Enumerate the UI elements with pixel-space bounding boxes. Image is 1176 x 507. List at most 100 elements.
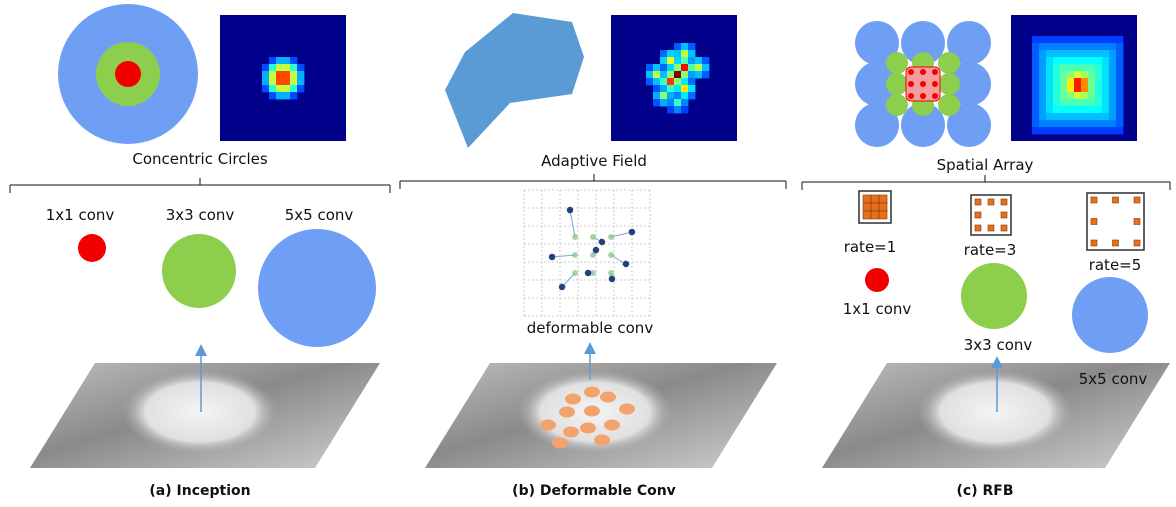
heatmap-cell	[1095, 57, 1103, 65]
sampling-point	[540, 419, 556, 431]
heatmap-cell	[297, 85, 305, 93]
heatmap-cell	[1039, 64, 1047, 72]
blue-circle	[901, 103, 945, 147]
heatmap-a	[220, 15, 346, 141]
heatmap-cell	[1046, 127, 1054, 135]
heatmap-cell	[1102, 127, 1110, 135]
heatmap-cell	[1053, 127, 1061, 135]
heatmap-cell	[1116, 36, 1124, 44]
spatial-array	[855, 21, 991, 147]
kernel-cell	[974, 198, 982, 206]
heatmap-cell	[681, 64, 689, 72]
offset-point	[548, 253, 556, 261]
heatmap-cell	[1074, 71, 1082, 79]
heatmap-cell	[1039, 43, 1047, 51]
heatmap-cell	[1032, 64, 1040, 72]
heatmap-cell	[674, 106, 682, 114]
kernel-cell	[1000, 211, 1008, 219]
offset-point	[566, 206, 574, 214]
heatmap-cell	[688, 64, 696, 72]
green-circle	[886, 52, 908, 74]
heatmap-cell	[1039, 113, 1047, 121]
kernel-cell	[870, 202, 880, 212]
heatmap-cell	[269, 71, 277, 79]
heatmap-cell	[276, 71, 284, 79]
heatmap-cell	[1081, 92, 1089, 100]
heatmap-cell	[1109, 99, 1117, 107]
heatmap-cell	[1109, 36, 1117, 44]
heatmap-cell	[1074, 78, 1082, 86]
offset-point	[628, 228, 636, 236]
conv-label-3x3-a: 3x3 conv	[166, 206, 235, 224]
heatmap-cell	[1039, 92, 1047, 100]
offset-point	[558, 283, 566, 291]
panel-c: Spatial Array rate=1 rate=3 rate=5 1x1 c…	[801, 15, 1171, 499]
heatmap-cell	[283, 85, 291, 93]
heatmap-cell	[1074, 43, 1082, 51]
heatmap-cell	[1032, 57, 1040, 65]
heatmap-cell	[276, 57, 284, 65]
heatmap-cell	[1074, 85, 1082, 93]
heatmap-cell	[1039, 106, 1047, 114]
heatmap-cell	[276, 92, 284, 100]
heatmap-cell	[1032, 127, 1040, 135]
heatmap-cell	[1039, 57, 1047, 65]
heatmap-cell	[1067, 99, 1075, 107]
heatmap-cell	[262, 85, 270, 93]
heatmap-cell	[1102, 99, 1110, 107]
heatmap-cell	[1088, 36, 1096, 44]
sampling-point	[580, 422, 596, 434]
heatmap-cell	[269, 78, 277, 86]
heatmap-cell	[1116, 85, 1124, 93]
kernel-5x5-circle	[258, 229, 376, 347]
heatmap-cell	[1095, 92, 1103, 100]
heatmap-cell	[646, 71, 654, 79]
heatmap-cell	[1116, 127, 1124, 135]
heatmap-cell	[653, 71, 661, 79]
heatmap-cell	[1102, 85, 1110, 93]
heatmap-cell	[1116, 120, 1124, 128]
heatmap-cell	[1046, 43, 1054, 51]
heatmap-cell	[1060, 64, 1068, 72]
heatmap-cell	[1109, 57, 1117, 65]
heatmap-cell	[1053, 71, 1061, 79]
heatmap-cell	[1074, 92, 1082, 100]
caption-b: (b) Deformable Conv	[512, 483, 676, 499]
heatmap-cell	[1053, 85, 1061, 93]
heatmap-cell	[681, 85, 689, 93]
heatmap-cell	[1067, 113, 1075, 121]
deformable-conv-label: deformable conv	[527, 319, 654, 337]
heatmap-cell	[1102, 43, 1110, 51]
heatmap-cell	[1088, 92, 1096, 100]
heatmap-cell	[1074, 106, 1082, 114]
heatmap-cell	[1039, 85, 1047, 93]
heatmap-cell	[1116, 43, 1124, 51]
offset-arrow	[567, 207, 576, 238]
heatmap-cell	[653, 85, 661, 93]
blue-circle	[855, 62, 899, 106]
heatmap-cell	[1060, 57, 1068, 65]
sampling-point	[600, 391, 616, 403]
heatmap-cell	[688, 43, 696, 51]
heatmap-cell	[262, 64, 270, 72]
sampling-point	[552, 437, 568, 449]
heatmap-cell	[1088, 71, 1096, 79]
heatmap-cell	[1053, 36, 1061, 44]
kernel-cell	[1133, 218, 1141, 225]
heatmap-cell	[1032, 71, 1040, 79]
heatmap-cell	[1032, 99, 1040, 107]
heatmap-cell	[1039, 71, 1047, 79]
offset-point	[598, 238, 606, 246]
input-image-c	[822, 363, 1170, 468]
heatmap-cell	[653, 78, 661, 86]
heatmap-cell	[1046, 57, 1054, 65]
heatmap-cell	[667, 85, 675, 93]
rfb-conv-label-3x3: 3x3 conv	[964, 336, 1033, 354]
heatmap-cell	[290, 57, 298, 65]
panel-a-title: Concentric Circles	[132, 150, 267, 168]
heatmap-cell	[1053, 99, 1061, 107]
offset-arrow	[610, 229, 635, 238]
heatmap-cell	[1067, 120, 1075, 128]
heatmap-cell	[1088, 57, 1096, 65]
heatmap-cell	[1109, 113, 1117, 121]
